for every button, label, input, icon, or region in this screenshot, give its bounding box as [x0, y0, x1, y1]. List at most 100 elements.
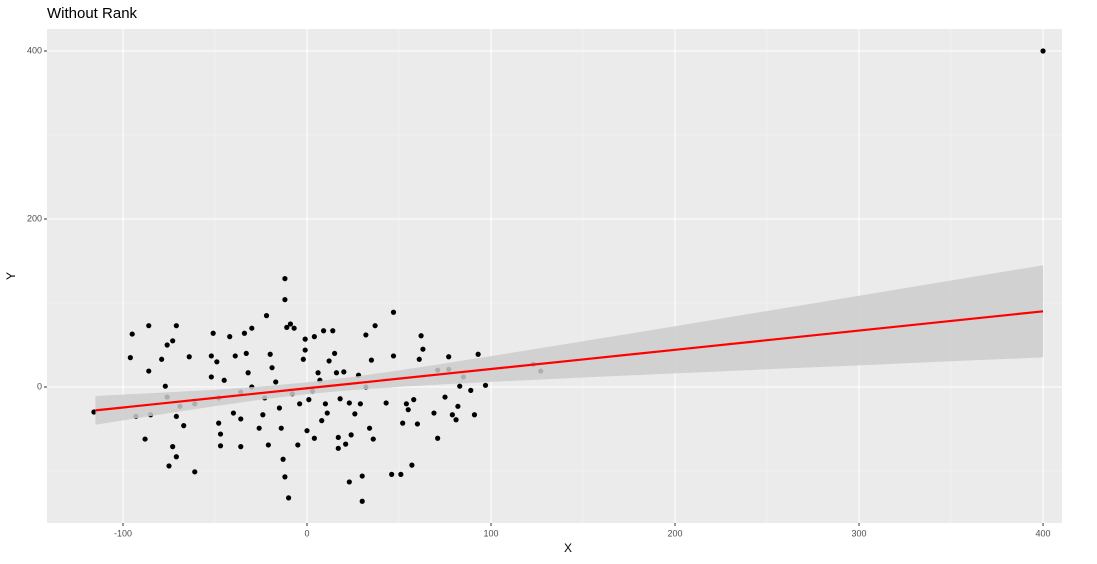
point [431, 410, 437, 416]
point [398, 471, 404, 477]
y-tick-label: 0 [37, 381, 42, 391]
point [127, 355, 133, 361]
point [208, 353, 214, 359]
point [282, 297, 288, 303]
point [170, 444, 176, 450]
point [449, 412, 455, 418]
point [346, 400, 352, 406]
y-axis-label: Y [4, 272, 18, 280]
point [286, 495, 292, 501]
point [390, 353, 397, 359]
point [411, 397, 417, 403]
point [273, 379, 279, 385]
point [284, 324, 290, 330]
point [390, 309, 397, 315]
point [400, 420, 406, 426]
point [129, 331, 135, 337]
point [245, 370, 251, 376]
point [291, 325, 297, 331]
point [366, 425, 373, 431]
point [311, 435, 317, 441]
point [186, 354, 192, 360]
point [267, 351, 273, 357]
point [173, 323, 179, 329]
x-tick-label: 100 [484, 528, 499, 538]
point [337, 396, 343, 402]
point [322, 401, 329, 407]
point [297, 401, 303, 407]
point [214, 359, 220, 365]
y-tick-label: 400 [27, 45, 42, 55]
point [348, 432, 354, 438]
point [91, 409, 97, 415]
point [409, 462, 415, 468]
point [164, 342, 170, 348]
point [471, 412, 478, 418]
point [238, 416, 244, 422]
fit-line [95, 310, 1044, 412]
point [263, 313, 270, 319]
point [304, 428, 310, 434]
point [435, 435, 441, 441]
point [335, 445, 341, 451]
point [320, 328, 327, 334]
point [319, 418, 325, 424]
point [265, 442, 271, 448]
point [343, 441, 349, 447]
point [418, 333, 424, 339]
point [280, 456, 286, 462]
point [1040, 48, 1046, 54]
point [159, 356, 165, 362]
point [295, 442, 301, 448]
point [335, 434, 341, 441]
point [210, 330, 216, 336]
x-tick-label: -100 [114, 528, 132, 538]
point [420, 346, 426, 352]
point [238, 444, 244, 450]
point [173, 413, 179, 420]
y-tick-label: 200 [27, 213, 42, 223]
point [230, 410, 237, 416]
point [370, 436, 376, 442]
point [287, 321, 294, 327]
point [221, 377, 227, 383]
x-tick-label: 400 [1036, 528, 1051, 538]
point [300, 356, 306, 362]
point [416, 356, 422, 362]
point [192, 469, 198, 475]
point [142, 436, 148, 442]
point [359, 498, 365, 504]
x-tick-label: 200 [668, 528, 683, 538]
point [282, 276, 288, 282]
point [181, 423, 187, 429]
point [326, 358, 332, 364]
point [217, 443, 224, 449]
x-axis-label: X [564, 541, 572, 555]
point [243, 350, 249, 357]
point [170, 338, 176, 344]
point [363, 332, 369, 338]
point [249, 325, 255, 331]
point [217, 431, 224, 437]
point [260, 412, 266, 418]
point [457, 383, 463, 389]
point [324, 410, 330, 416]
point [359, 473, 365, 479]
point [216, 420, 222, 426]
point [227, 334, 233, 340]
point [482, 382, 489, 388]
point [276, 405, 283, 411]
x-tick-label: 300 [852, 528, 867, 538]
point [311, 334, 317, 340]
point [333, 370, 340, 376]
point [368, 357, 375, 363]
chart-title: Without Rank [47, 5, 138, 22]
point [232, 353, 238, 359]
point [146, 368, 152, 374]
point [405, 407, 411, 413]
point [173, 454, 179, 460]
point [357, 401, 363, 407]
point [383, 400, 389, 406]
point [372, 323, 378, 329]
